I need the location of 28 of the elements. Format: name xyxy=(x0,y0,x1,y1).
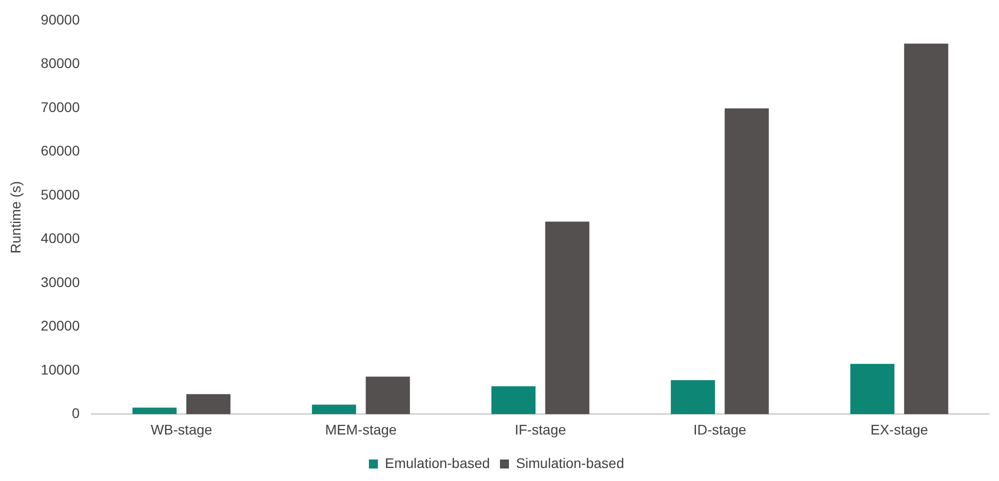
bar xyxy=(670,380,715,414)
legend-label: Simulation-based xyxy=(516,454,624,471)
y-axis-title: Runtime (s) xyxy=(7,181,24,254)
y-tick-label: 50000 xyxy=(40,186,80,202)
y-tick-label: 20000 xyxy=(40,318,80,334)
bar xyxy=(186,394,230,414)
y-tick-label: 80000 xyxy=(40,55,80,72)
y-tick-label: 60000 xyxy=(40,142,80,159)
bar xyxy=(491,386,536,414)
bar xyxy=(724,108,769,414)
x-tick-label: IF-stage xyxy=(514,421,566,438)
bar xyxy=(904,44,948,414)
bar xyxy=(545,222,590,414)
x-tick-label: EX-stage xyxy=(870,421,928,438)
x-tick-label: MEM-stage xyxy=(325,421,397,438)
legend-label: Emulation-based xyxy=(384,454,490,471)
bar xyxy=(132,408,177,414)
bar xyxy=(312,404,356,414)
x-tick-label: WB-stage xyxy=(150,421,212,438)
y-tick-label: 90000 xyxy=(40,11,80,28)
y-tick-label: 70000 xyxy=(40,98,80,115)
bar xyxy=(850,364,894,414)
y-tick-label: 30000 xyxy=(40,274,80,290)
y-tick-label: 40000 xyxy=(40,230,80,246)
y-tick-label: 10000 xyxy=(40,361,80,378)
y-tick-label: 0 xyxy=(72,405,80,422)
x-tick-label: ID-stage xyxy=(693,421,746,438)
bar xyxy=(366,376,410,414)
